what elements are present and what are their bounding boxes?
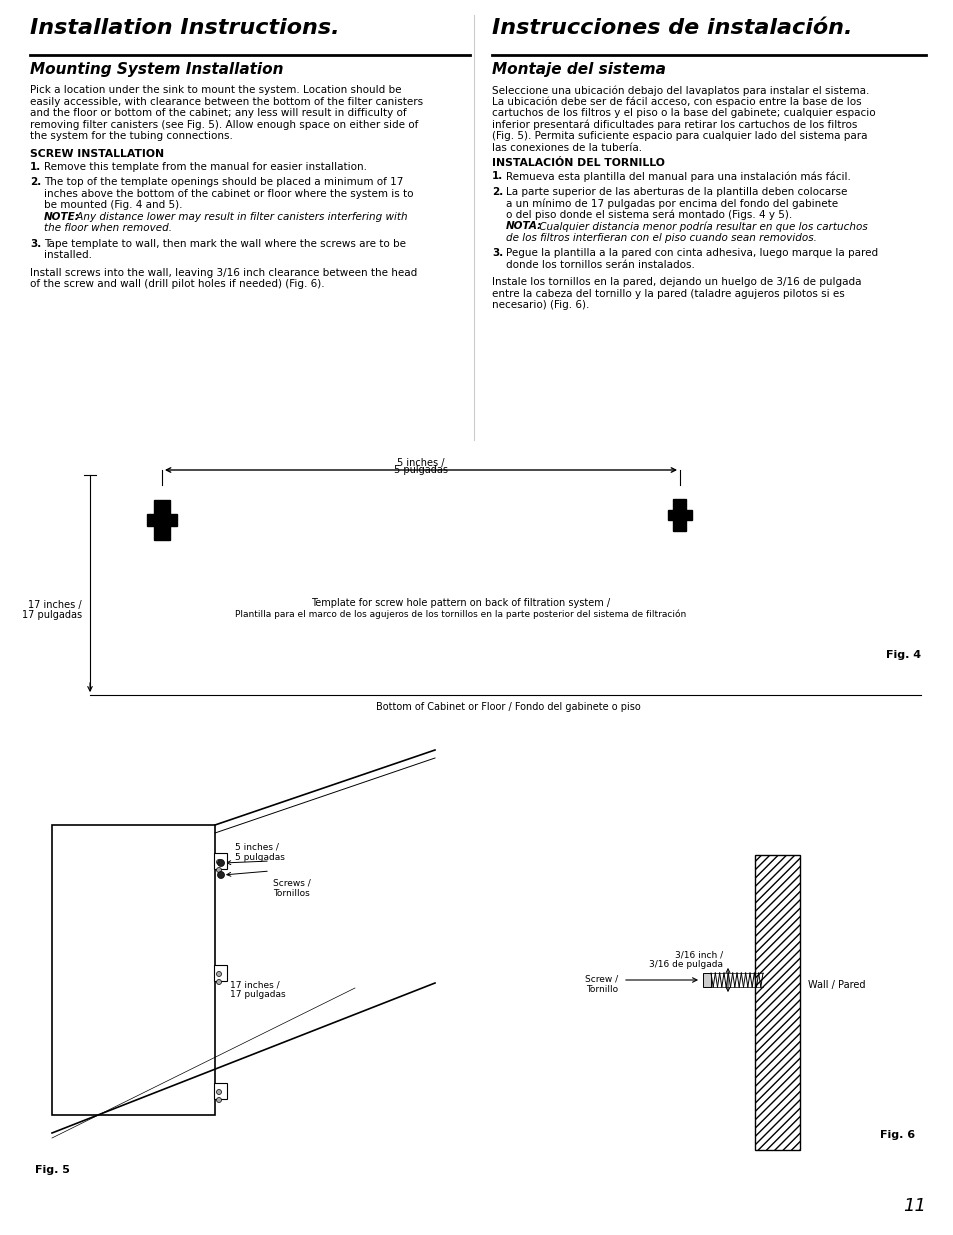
Circle shape	[216, 867, 221, 872]
Text: 5 pulgadas: 5 pulgadas	[394, 466, 448, 475]
Text: de los filtros interfieran con el piso cuando sean removidos.: de los filtros interfieran con el piso c…	[505, 232, 816, 242]
Text: Tornillos: Tornillos	[273, 889, 310, 898]
Circle shape	[216, 1098, 221, 1103]
Text: 17 inches /: 17 inches /	[230, 981, 279, 989]
Text: Plantilla para el marco de los agujeros de los tornillos en la parte posterior d: Plantilla para el marco de los agujeros …	[235, 610, 686, 619]
Text: Screw /: Screw /	[584, 974, 618, 984]
Text: Remueva esta plantilla del manual para una instalación más fácil.: Remueva esta plantilla del manual para u…	[505, 170, 850, 182]
Text: cartuchos de los filtros y el piso o la base del gabinete; cualquier espacio: cartuchos de los filtros y el piso o la …	[492, 107, 875, 119]
Text: 5 pulgadas: 5 pulgadas	[234, 853, 285, 862]
Text: Instale los tornillos en la pared, dejando un huelgo de 3/16 de pulgada: Instale los tornillos en la pared, dejan…	[492, 277, 861, 287]
Text: Cualquier distancia menor podría resultar en que los cartuchos: Cualquier distancia menor podría resulta…	[536, 221, 867, 231]
Text: Instrucciones de instalación.: Instrucciones de instalación.	[492, 19, 852, 38]
Text: Fig. 5: Fig. 5	[35, 1165, 70, 1174]
Text: necesario) (Fig. 6).: necesario) (Fig. 6).	[492, 300, 589, 310]
Text: inches above the bottom of the cabinet or floor where the system is to: inches above the bottom of the cabinet o…	[44, 189, 413, 199]
Text: o del piso donde el sistema será montado (Figs. 4 y 5).: o del piso donde el sistema será montado…	[505, 210, 791, 220]
Circle shape	[217, 860, 224, 867]
Text: NOTA:: NOTA:	[505, 221, 541, 231]
Text: Fig. 6: Fig. 6	[879, 1130, 914, 1140]
Circle shape	[217, 872, 224, 878]
Text: a un mínimo de 17 pulgadas por encima del fondo del gabinete: a un mínimo de 17 pulgadas por encima de…	[505, 198, 838, 209]
Text: 3.: 3.	[492, 248, 503, 258]
Circle shape	[216, 860, 221, 864]
Text: 1.: 1.	[492, 170, 503, 182]
Bar	[52, 825, 214, 1115]
Text: 5 inches /: 5 inches /	[234, 844, 278, 852]
Text: Installation Instructions.: Installation Instructions.	[30, 19, 339, 38]
Text: be mounted (Fig. 4 and 5).: be mounted (Fig. 4 and 5).	[44, 200, 182, 210]
Text: Template for screw hole pattern on back of filtration system /: Template for screw hole pattern on back …	[311, 598, 610, 608]
Text: INSTALACIÓN DEL TORNILLO: INSTALACIÓN DEL TORNILLO	[492, 158, 664, 168]
Text: Seleccione una ubicación debajo del lavaplatos para instalar el sistema.: Seleccione una ubicación debajo del lava…	[492, 85, 868, 95]
Circle shape	[216, 1089, 221, 1094]
Text: Pegue la plantilla a la pared con cinta adhesiva, luego marque la pared: Pegue la plantilla a la pared con cinta …	[505, 248, 877, 258]
Bar	[213, 853, 227, 869]
Text: Install screws into the wall, leaving 3/16 inch clearance between the head: Install screws into the wall, leaving 3/…	[30, 268, 416, 278]
Bar	[702, 973, 710, 987]
Text: installed.: installed.	[44, 249, 91, 261]
Circle shape	[216, 979, 221, 984]
Text: removing filter canisters (see Fig. 5). Allow enough space on either side of: removing filter canisters (see Fig. 5). …	[30, 120, 418, 130]
Text: donde los tornillos serán instalados.: donde los tornillos serán instalados.	[505, 259, 694, 269]
Text: of the screw and wall (drill pilot holes if needed) (Fig. 6).: of the screw and wall (drill pilot holes…	[30, 279, 324, 289]
Text: (Fig. 5). Permita suficiente espacio para cualquier lado del sistema para: (Fig. 5). Permita suficiente espacio par…	[492, 131, 866, 141]
Text: Tornillo: Tornillo	[585, 986, 618, 994]
Text: Fig. 4: Fig. 4	[885, 650, 920, 659]
Text: 2.: 2.	[30, 177, 41, 186]
Text: 3/16 de pulgada: 3/16 de pulgada	[648, 960, 722, 969]
Text: entre la cabeza del tornillo y la pared (taladre agujeros pilotos si es: entre la cabeza del tornillo y la pared …	[492, 289, 843, 299]
Text: easily accessible, with clearance between the bottom of the filter canisters: easily accessible, with clearance betwee…	[30, 96, 423, 106]
Text: 2.: 2.	[492, 186, 503, 196]
Text: NOTE:: NOTE:	[44, 211, 80, 221]
Bar	[213, 1083, 227, 1099]
Text: las conexiones de la tubería.: las conexiones de la tubería.	[492, 142, 641, 152]
Text: 17 pulgadas: 17 pulgadas	[230, 990, 285, 999]
Bar	[754, 855, 800, 1150]
Text: Pick a location under the sink to mount the system. Location should be: Pick a location under the sink to mount …	[30, 85, 401, 95]
Polygon shape	[147, 500, 177, 540]
Text: 1.: 1.	[30, 162, 41, 172]
Text: Wall / Pared: Wall / Pared	[807, 981, 864, 990]
Text: 11: 11	[902, 1197, 925, 1215]
Text: the floor when removed.: the floor when removed.	[44, 224, 172, 233]
Text: La ubicación debe ser de fácil acceso, con espacio entre la base de los: La ubicación debe ser de fácil acceso, c…	[492, 96, 861, 107]
Text: Screws /: Screws /	[273, 879, 311, 888]
Text: 17 inches /: 17 inches /	[29, 600, 82, 610]
Text: Bottom of Cabinet or Floor / Fondo del gabinete o piso: Bottom of Cabinet or Floor / Fondo del g…	[375, 701, 639, 713]
Text: Tape template to wall, then mark the wall where the screws are to be: Tape template to wall, then mark the wal…	[44, 238, 406, 248]
Text: 3.: 3.	[30, 238, 41, 248]
Circle shape	[216, 972, 221, 977]
Text: Mounting System Installation: Mounting System Installation	[30, 62, 283, 77]
Text: and the floor or bottom of the cabinet; any less will result in difficulty of: and the floor or bottom of the cabinet; …	[30, 107, 406, 119]
Text: Montaje del sistema: Montaje del sistema	[492, 62, 665, 77]
Text: SCREW INSTALLATION: SCREW INSTALLATION	[30, 148, 164, 158]
Text: 17 pulgadas: 17 pulgadas	[22, 610, 82, 620]
Bar	[213, 965, 227, 981]
Text: Any distance lower may result in filter canisters interfering with: Any distance lower may result in filter …	[73, 211, 407, 221]
Polygon shape	[667, 499, 691, 531]
Text: Remove this template from the manual for easier installation.: Remove this template from the manual for…	[44, 162, 367, 172]
Text: the system for the tubing connections.: the system for the tubing connections.	[30, 131, 233, 141]
Text: The top of the template openings should be placed a minimum of 17: The top of the template openings should …	[44, 177, 403, 186]
Text: La parte superior de las aberturas de la plantilla deben colocarse: La parte superior de las aberturas de la…	[505, 186, 846, 196]
Text: 5 inches /: 5 inches /	[396, 458, 444, 468]
Text: inferior presentará dificultades para retirar los cartuchos de los filtros: inferior presentará dificultades para re…	[492, 120, 857, 130]
Text: 3/16 inch /: 3/16 inch /	[674, 950, 722, 960]
